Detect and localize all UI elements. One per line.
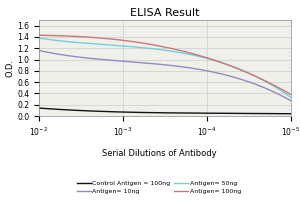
Y-axis label: O.D.: O.D. — [5, 59, 14, 77]
Text: Serial Dilutions of Antibody: Serial Dilutions of Antibody — [102, 149, 216, 158]
Title: ELISA Result: ELISA Result — [130, 8, 200, 18]
Legend: Control Antigen = 100ng, Antigen= 10ng, Antigen= 50ng, Antigen= 100ng: Control Antigen = 100ng, Antigen= 10ng, … — [74, 178, 244, 197]
